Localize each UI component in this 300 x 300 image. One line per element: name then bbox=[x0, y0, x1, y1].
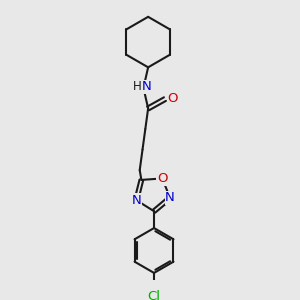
Text: N: N bbox=[131, 194, 141, 207]
Text: O: O bbox=[167, 92, 178, 105]
Text: H: H bbox=[133, 80, 141, 93]
Text: N: N bbox=[141, 80, 151, 93]
Text: Cl: Cl bbox=[148, 290, 160, 300]
Text: N: N bbox=[165, 191, 175, 204]
Text: O: O bbox=[157, 172, 167, 185]
